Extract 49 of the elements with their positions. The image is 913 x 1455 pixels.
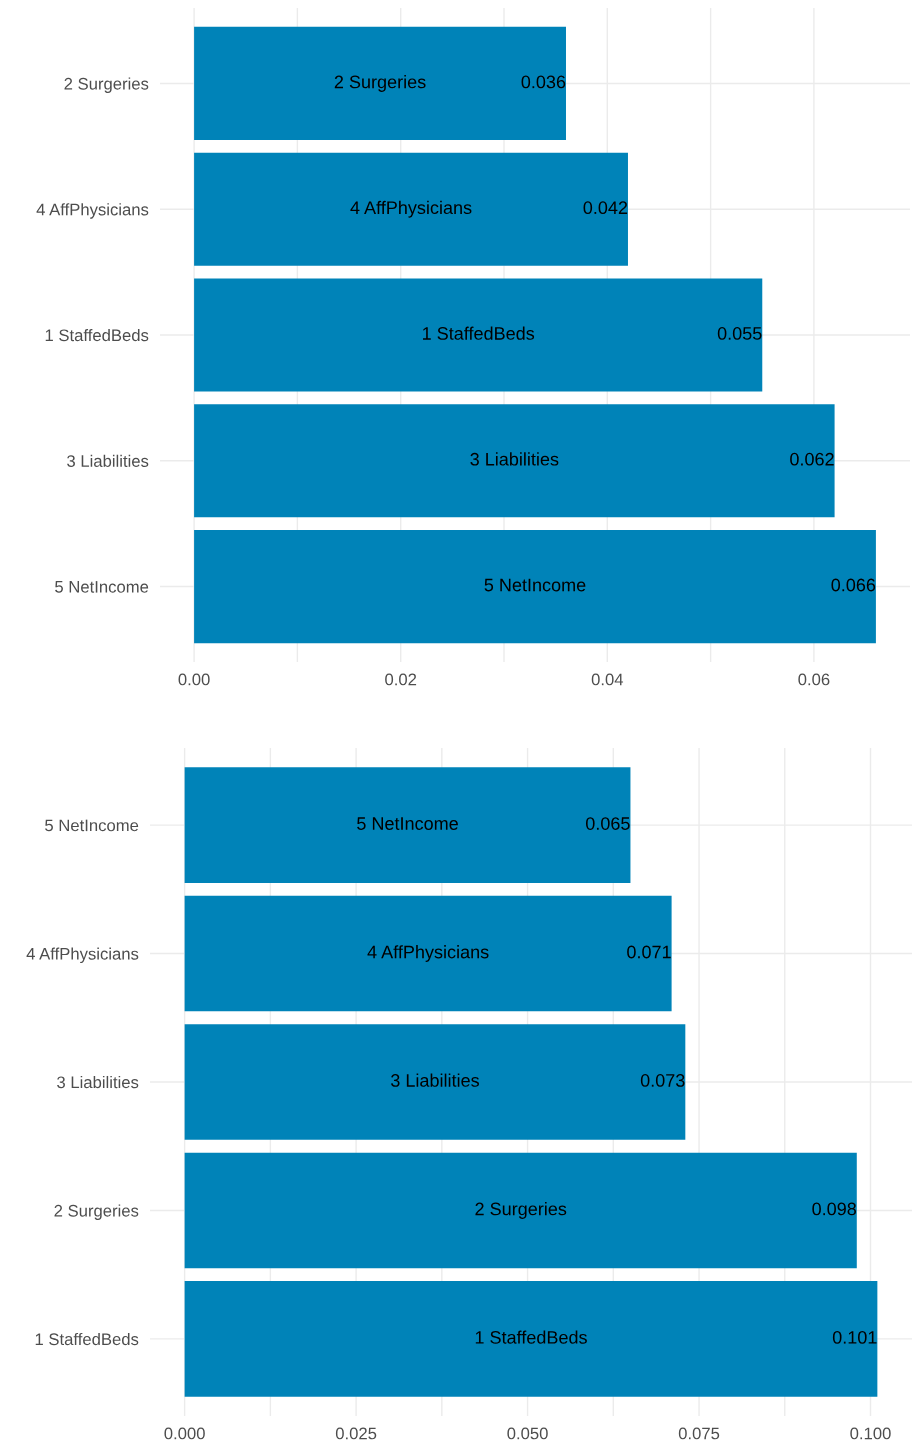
data-label: 0.042 (583, 201, 628, 215)
annotation: 4 AffPhysicians (350, 200, 472, 218)
data-label: 0.055 (717, 327, 762, 340)
annotation: 1 StaffedBeds (423, 326, 535, 340)
data-label: 0.036 (521, 75, 566, 89)
bar (184, 1152, 857, 1269)
data-label: 0.066 (831, 578, 876, 592)
bar (184, 1024, 686, 1140)
annotation: 2 Surgeries (475, 1202, 567, 1219)
data-label: 0.098 (812, 1202, 857, 1216)
y-tick-label: 5 NetIncome (55, 581, 149, 593)
y-tick-label: 3 Liabilities (57, 1075, 139, 1089)
annotation: 4 AffPhysicians (367, 945, 489, 962)
x-tick-label: 0.04 (591, 673, 624, 686)
x-tick-label: 0.06 (798, 673, 830, 686)
y-tick-label: 2 Surgeries (64, 77, 149, 93)
y-tick-label: 2 Surgeries (54, 1204, 139, 1220)
y-tick-label: 1 StaffedBeds (45, 328, 149, 342)
y-tick-label: 5 NetIncome (45, 819, 139, 832)
x-tick-label: 0.02 (385, 673, 417, 686)
x-tick-label: 0.100 (850, 1427, 891, 1440)
annotation: 3 Liabilities (470, 452, 559, 466)
annotation: 1 StaffedBeds (475, 1330, 587, 1344)
y-tick-label: 1 StaffedBeds (35, 1332, 139, 1346)
bar (194, 529, 876, 644)
x-tick-label: 0.000 (164, 1427, 205, 1440)
x-tick-label: 0.075 (678, 1427, 720, 1440)
bar (184, 767, 631, 883)
y-tick-label: 3 Liabilities (67, 454, 149, 467)
bar (184, 895, 672, 1012)
annotation: 5 NetIncome (357, 817, 458, 830)
y-tick-label: 4 AffPhysicians (36, 203, 149, 219)
x-tick-label: 0.025 (335, 1427, 377, 1440)
x-tick-label: 0.050 (507, 1427, 548, 1440)
data-label: 0.065 (585, 817, 630, 830)
data-label: 0.101 (832, 1330, 877, 1344)
annotation: 3 Liabilities (391, 1073, 479, 1087)
bar (194, 26, 566, 141)
x-tick-label: 0.00 (178, 673, 210, 686)
annotation: 5 NetIncome (484, 578, 586, 592)
bar (194, 404, 835, 518)
data-label: 0.073 (640, 1074, 685, 1087)
data-label: 0.062 (790, 452, 834, 466)
data-label: 0.071 (627, 945, 671, 959)
annotation: 2 Surgeries (334, 75, 426, 92)
y-tick-label: 4 AffPhysicians (26, 947, 139, 964)
bar (194, 278, 763, 392)
bar (184, 1281, 878, 1397)
bar (194, 152, 628, 266)
